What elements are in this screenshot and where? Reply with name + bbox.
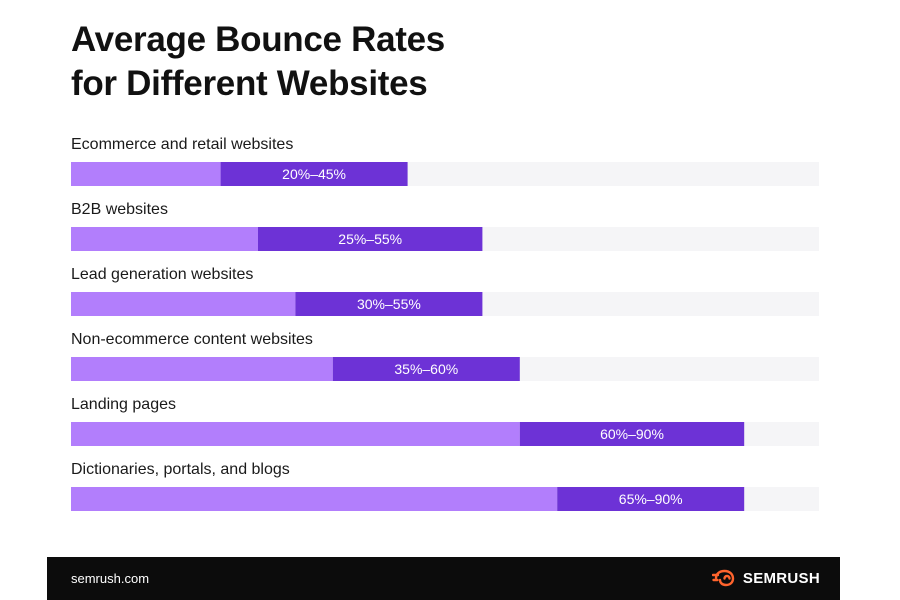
- range-data-label: 25%–55%: [338, 231, 402, 247]
- bar-range-segment: [258, 227, 483, 251]
- bar-low-segment: [71, 227, 258, 251]
- bar-low-segment: [71, 487, 558, 511]
- bar-low-segment: [71, 162, 221, 186]
- range-data-label: 20%–45%: [282, 166, 346, 182]
- range-data-label: 30%–55%: [357, 296, 421, 312]
- bar-range-segment: [332, 357, 520, 381]
- bar-range-segment: [557, 487, 745, 511]
- chart-title: Average Bounce Rates for Different Websi…: [71, 18, 445, 106]
- brand-name: SEMRUSH: [742, 569, 820, 587]
- category-label: Dictionaries, portals, and blogs: [71, 461, 290, 478]
- category-label: Landing pages: [71, 396, 176, 413]
- infographic-card: Average Bounce Rates for Different Websi…: [47, 0, 840, 600]
- category-label: B2B websites: [71, 201, 168, 218]
- bar-range-segment: [519, 422, 745, 446]
- range-data-label: 35%–60%: [394, 361, 458, 377]
- footer-bar: semrush.com SEMRUSH: [47, 557, 840, 600]
- brand-logo: SEMRUSH: [711, 569, 820, 587]
- chart-title-line-1: Average Bounce Rates: [71, 20, 445, 59]
- footer-url: semrush.com: [71, 571, 150, 586]
- category-label: Ecommerce and retail websites: [71, 136, 293, 153]
- bar-range-segment: [295, 292, 483, 316]
- category-label: Lead generation websites: [71, 266, 253, 283]
- semrush-fire-logo-icon: [711, 569, 735, 587]
- chart-title-line-2: for Different Websites: [71, 64, 428, 103]
- bounce-rate-range-chart: Ecommerce and retail websites 20%–45% B2B …: [71, 136, 819, 511]
- range-data-label: 60%–90%: [600, 426, 664, 442]
- bar-low-segment: [71, 422, 520, 446]
- category-label: Non-ecommerce content websites: [71, 331, 313, 348]
- bar-low-segment: [71, 292, 296, 316]
- range-data-label: 65%–90%: [619, 491, 683, 507]
- bar-low-segment: [71, 357, 333, 381]
- bar-range-segment: [220, 162, 408, 186]
